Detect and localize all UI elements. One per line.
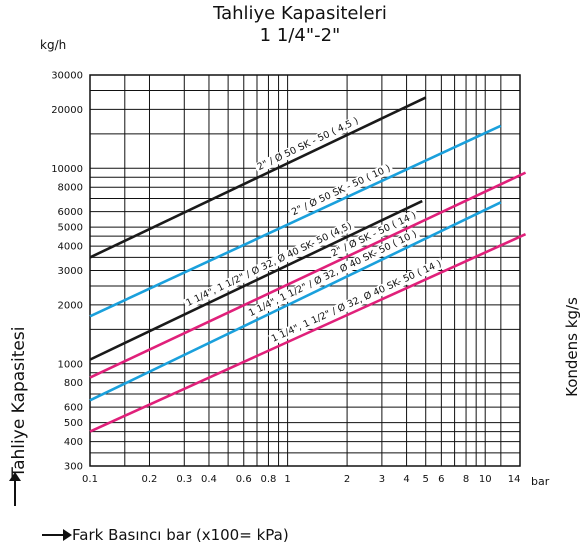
y-tick-label: 20000 (51, 105, 83, 116)
x-tick-label: 8 (463, 474, 469, 485)
y-tick-label: 800 (64, 378, 83, 389)
series-label-bg (182, 219, 356, 310)
x-tick-label: 14 (508, 474, 521, 485)
x-tick-label: 0.8 (260, 474, 276, 485)
y-tick-label: 600 (64, 403, 83, 414)
series-label-bg (288, 161, 395, 219)
series-label-group-2: 2" / Ø 50 SK - 50 ( 10 ) (288, 161, 395, 219)
y-unit-label: kg/h (40, 38, 67, 52)
series-line-1 (89, 96, 427, 259)
series-label-bg (245, 227, 421, 320)
y-tick-label: 30000 (51, 71, 83, 82)
x-tick-label: 0.1 (82, 474, 98, 485)
y-tick-label: 10000 (51, 164, 83, 175)
y-tick-label: 500 (64, 418, 83, 429)
series-line-4 (89, 171, 527, 379)
x-tick-label: 0.2 (142, 474, 158, 485)
x-tick-label: 0.4 (201, 474, 217, 485)
series-label-1: 2" / Ø 50 SK - 50 ( 4,5 ) (256, 115, 361, 173)
y-tick-label: 4000 (58, 242, 83, 253)
y-tick-label: 5000 (58, 223, 83, 234)
x-tick-label: 6 (438, 474, 444, 485)
x-tick-label: 2 (344, 474, 350, 485)
series-line-6 (89, 233, 527, 433)
y-axis-arrow-icon (9, 472, 21, 506)
x-tick-label: 4 (403, 474, 409, 485)
series-label-bg (327, 209, 420, 261)
y-tick-label: 2000 (58, 300, 83, 311)
y-tick-label: 400 (64, 437, 83, 448)
series-label-group-1: 2" / Ø 50 SK - 50 ( 4,5 ) (253, 114, 363, 174)
x-tick-label: 5 (423, 474, 429, 485)
chart-title: Tahliye Kapasiteleri (213, 3, 387, 24)
series-line-2 (89, 124, 502, 318)
series-label-bg (253, 114, 363, 174)
chart-subtitle: 1 1/4"-2" (259, 25, 341, 46)
x-tick-label: 10 (479, 474, 492, 485)
y-tick-label: 1000 (58, 359, 83, 370)
x-tick-label: 0.3 (176, 474, 192, 485)
x-axis-arrow-icon (42, 529, 72, 541)
series-label-2: 2" / Ø 50 SK - 50 ( 10 ) (290, 163, 392, 218)
y-tick-label: 8000 (58, 183, 83, 194)
x-axis-title-row: Fark Basıncı bar (x100= kPa) (42, 526, 289, 544)
y-tick-label: 3000 (58, 266, 83, 277)
x-tick-label: 0.6 (236, 474, 252, 485)
series-label-bg (268, 257, 446, 346)
series-line-3 (89, 199, 423, 361)
y-tick-label: 300 (64, 462, 83, 473)
x-tick-label: 1 (284, 474, 290, 485)
x-unit-label: bar (531, 475, 550, 488)
x-tick-label: 3 (379, 474, 385, 485)
series-line-5 (89, 201, 502, 402)
x-axis-title: Fark Basıncı bar (x100= kPa) (72, 526, 289, 544)
y-tick-label: 6000 (58, 207, 83, 218)
